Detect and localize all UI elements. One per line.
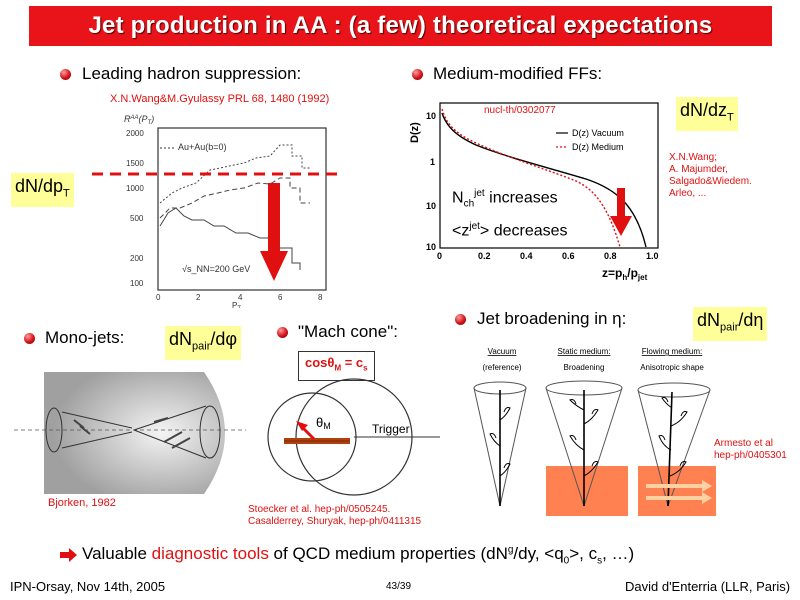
suppression-overlay xyxy=(92,172,338,281)
mach-formula: cosθM = cs xyxy=(298,351,375,381)
bullet-icon xyxy=(24,333,35,344)
bullet-leading-hadron: Leading hadron suppression: xyxy=(82,64,302,83)
footer-right: David d'Enterria (LLR, Paris) xyxy=(625,579,791,594)
svg-text:0.2: 0.2 xyxy=(478,251,491,261)
panel-vacuum-sub: (reference) xyxy=(482,363,521,372)
svg-text:8: 8 xyxy=(318,293,323,302)
svg-text:0: 0 xyxy=(156,293,161,302)
svg-text:1000: 1000 xyxy=(126,184,144,193)
footer-left: IPN-Orsay, Nov 14th, 2005 xyxy=(10,579,166,594)
svg-text:2000: 2000 xyxy=(126,129,144,138)
ref-wang-gyulassy: X.N.Wang&M.Gyulassy PRL 68, 1480 (1992) xyxy=(110,93,330,105)
ff-notes: Nchjet increases <zjet> decreases xyxy=(452,183,568,242)
ff-legend-vacuum: D(z) Vacuum xyxy=(572,128,624,138)
bullet-jet-broadening: Jet broadening in η: xyxy=(477,309,627,328)
bullet-icon xyxy=(412,69,423,80)
ff-arrow-icon xyxy=(610,188,632,236)
bottom-statement: Valuable diagnostic tools of QCD medium … xyxy=(82,544,635,567)
ref-armesto: Armesto et al hep-ph/0405301 xyxy=(714,438,787,461)
svg-text:6: 6 xyxy=(278,293,283,302)
bullet-medium-ffs: Medium-modified FFs: xyxy=(433,64,603,83)
footer-page-number: 43/39 xyxy=(386,581,412,592)
mach-trigger: Trigger xyxy=(372,422,410,436)
badge-dndpt: dN/dpT xyxy=(11,173,74,207)
panel-flowing-title: Flowing medium: xyxy=(642,347,702,356)
badge-dndeta: dNpair/dη xyxy=(693,307,768,341)
rAA-ylabel: RAA(PT) xyxy=(124,114,154,126)
svg-text:10: 10 xyxy=(426,201,436,211)
svg-text:1: 1 xyxy=(430,157,435,167)
mach-figure: θM Trigger xyxy=(262,375,442,500)
panel-static-sub: Broadening xyxy=(564,363,605,372)
title-bar: Jet production in AA : (a few) theoretic… xyxy=(29,6,772,46)
mach-theta: θM xyxy=(316,415,331,431)
ff-ref: nucl-th/0302077 xyxy=(484,105,556,116)
svg-text:10: 10 xyxy=(426,111,436,121)
ff-legend-medium: D(z) Medium xyxy=(572,142,624,152)
svg-text:1500: 1500 xyxy=(126,159,144,168)
svg-text:4: 4 xyxy=(238,293,243,302)
panel-static-title: Static medium: xyxy=(558,347,611,356)
highlight-diagnostic-tools: diagnostic tools xyxy=(151,544,269,563)
panel-vacuum-title: Vacuum xyxy=(488,347,517,356)
arrow-bullet-icon xyxy=(60,548,77,562)
badge-dndphi: dNpair/dφ xyxy=(165,326,242,360)
svg-text:2: 2 xyxy=(196,293,201,302)
svg-text:0.4: 0.4 xyxy=(520,251,533,261)
ff-plot: D(z) 10 1 10 10 nucl-th/0302077 D(z) Vacuum… xyxy=(406,95,668,285)
mach-svg: θM Trigger xyxy=(267,378,440,496)
rAA-legend: Au+Au(b=0) xyxy=(178,142,227,152)
svg-text:500: 500 xyxy=(130,214,144,223)
ff-note-nch: Nchjet increases xyxy=(452,188,558,210)
ref-bjorken: Bjorken, 1982 xyxy=(48,497,116,509)
bullet-icon xyxy=(455,314,466,325)
rAA-energy: √s_NN=200 GeV xyxy=(182,264,250,274)
bullet-icon xyxy=(60,69,71,80)
rAA-plot: RAA(PT) 2000 1500 1000 500 200 100 Au+Au(b=0… xyxy=(120,108,330,312)
ff-note-z: <zjet> decreases xyxy=(452,220,568,239)
rAA-plot-svg: RAA(PT) 2000 1500 1000 500 200 100 Au+Au(b=0… xyxy=(124,114,327,312)
svg-text:0: 0 xyxy=(437,251,442,261)
mach-refs: Stoecker et al. hep-ph/0505245. Casalder… xyxy=(248,504,422,527)
slide-title: Jet production in AA : (a few) theoretic… xyxy=(88,12,713,39)
svg-text:0.8: 0.8 xyxy=(604,251,617,261)
ff-authors: X.N.Wang; A. Majumder, Salgado&Wiedem. A… xyxy=(669,152,752,199)
svg-text:10: 10 xyxy=(426,242,436,252)
ff-ylabel: D(z) xyxy=(409,122,421,143)
ff-xlabel: z=ph/pjet xyxy=(602,266,648,282)
bullet-mach-cone: "Mach cone": xyxy=(298,322,398,341)
ff-plot-svg: D(z) 10 1 10 10 nucl-th/0302077 D(z) Vacuum… xyxy=(409,102,659,282)
svg-text:0.6: 0.6 xyxy=(562,251,575,261)
monojet-figure xyxy=(14,372,246,494)
bullet-mono-jets: Mono-jets: xyxy=(45,328,125,347)
rAA-xlabel: PT xyxy=(232,301,241,308)
bullet-icon xyxy=(277,327,288,338)
panel-flowing-sub: Anisotropic shape xyxy=(640,363,704,372)
badge-dndzt: dN/dzT xyxy=(676,97,738,131)
broadening-figure: Vacuum (reference) Static medium: Broade… xyxy=(466,346,716,518)
svg-text:200: 200 xyxy=(130,254,144,263)
monojet-svg xyxy=(14,372,246,494)
svg-text:1.0: 1.0 xyxy=(646,251,659,261)
broadening-svg: Vacuum (reference) Static medium: Broade… xyxy=(473,347,716,516)
svg-text:100: 100 xyxy=(130,279,144,288)
